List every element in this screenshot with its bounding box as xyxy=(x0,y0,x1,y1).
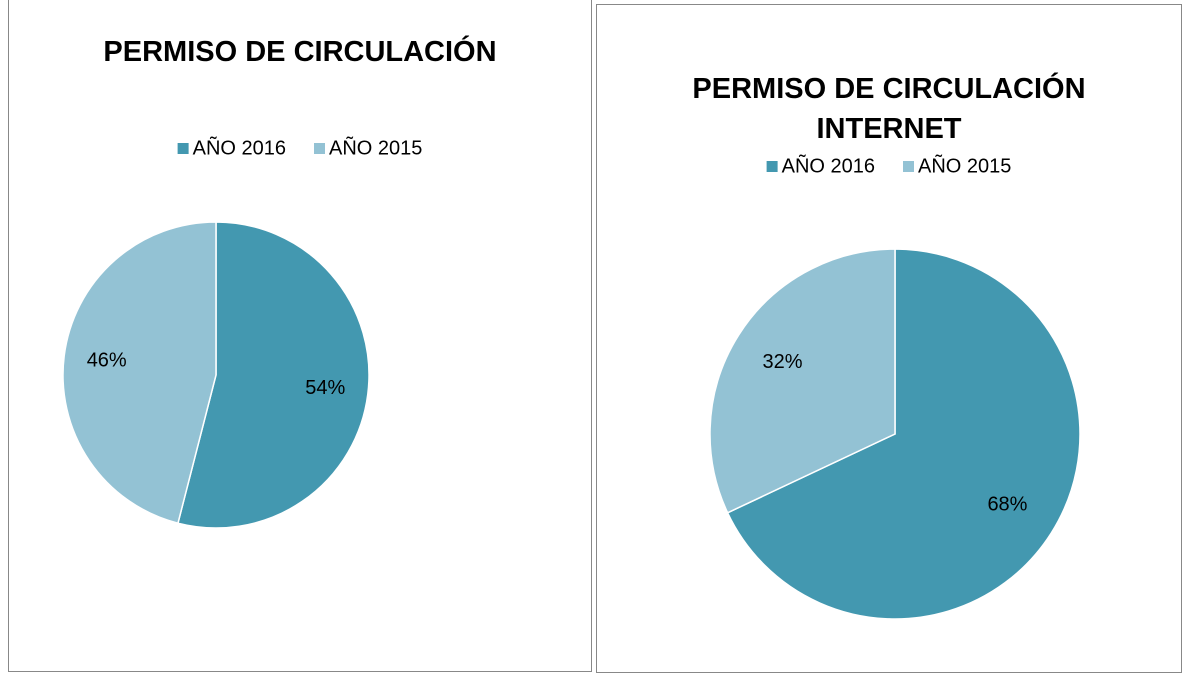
data-label: 68% xyxy=(987,494,1027,516)
pie-slice xyxy=(726,248,1081,620)
chart-title: PERMISO DE CIRCULACIÓN xyxy=(103,36,497,68)
legend-label: AÑO 2016 xyxy=(782,153,875,177)
pie-slice xyxy=(62,221,217,525)
chart: AÑO 2016 AÑO 2015 54% 46% xyxy=(62,135,422,529)
chart-panel: PERMISO DE CIRCULACIÓN INTERNET AÑO 2016… xyxy=(596,4,1182,673)
legend-label: AÑO 2015 xyxy=(329,135,422,159)
legend-label: AÑO 2016 xyxy=(193,135,286,159)
legend-label: AÑO 2015 xyxy=(918,153,1011,177)
pie-slice xyxy=(177,221,370,529)
chart-panel: PERMISO DE CIRCULACIÓN AÑO 2016 AÑO 2015 5… xyxy=(8,0,592,672)
pie-slice xyxy=(709,248,896,514)
data-label: 46% xyxy=(87,349,127,371)
legend-swatch xyxy=(903,161,914,172)
legend-swatch xyxy=(314,143,325,154)
data-label: 32% xyxy=(763,351,803,373)
chart-title: PERMISO DE CIRCULACIÓN INTERNET xyxy=(692,73,1086,145)
data-label: 54% xyxy=(305,377,345,399)
legend-swatch xyxy=(766,161,778,172)
chart: AÑO 2016 AÑO 2015 68% 32% xyxy=(709,153,1081,620)
legend-swatch xyxy=(177,143,189,154)
